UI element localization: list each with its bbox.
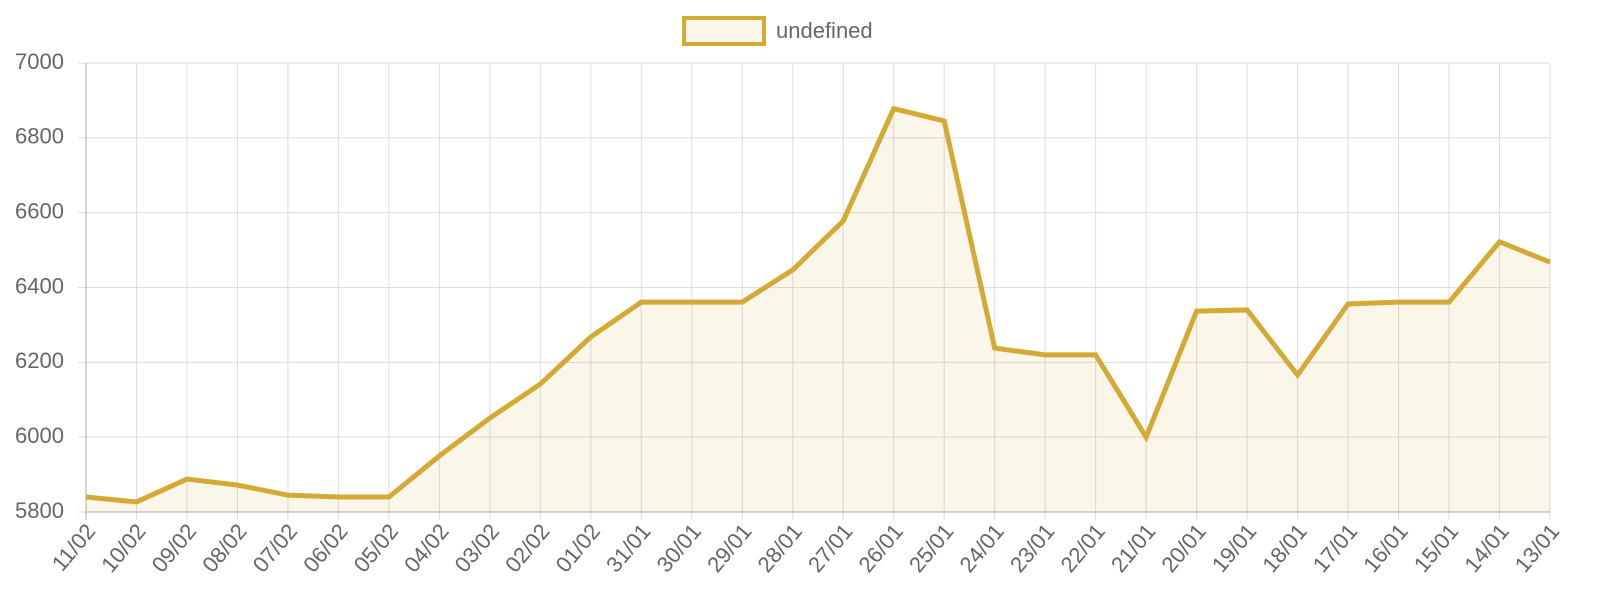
x-tick-label: 08/02 xyxy=(197,519,252,577)
y-tick-label: 6000 xyxy=(15,423,64,448)
y-tick-label: 6800 xyxy=(15,124,64,149)
x-tick-label: 05/02 xyxy=(349,519,404,577)
y-tick-label: 6200 xyxy=(15,348,64,373)
x-tick-label: 22/01 xyxy=(1055,519,1110,577)
x-tick-label: 30/01 xyxy=(652,519,707,577)
x-tick-label: 28/01 xyxy=(752,519,807,577)
x-tick-label: 17/01 xyxy=(1308,519,1363,577)
x-tick-label: 24/01 xyxy=(954,519,1009,577)
x-tick-label: 25/01 xyxy=(904,519,959,577)
y-tick-label: 6600 xyxy=(15,198,64,223)
legend-swatch xyxy=(682,16,766,46)
x-tick-label: 29/01 xyxy=(702,519,757,577)
x-tick-label: 20/01 xyxy=(1156,519,1211,577)
x-tick-label: 11/02 xyxy=(47,519,100,576)
y-tick-label: 5800 xyxy=(15,498,64,523)
x-tick-label: 13/01 xyxy=(1510,519,1565,577)
x-tick-label: 09/02 xyxy=(147,519,202,577)
x-tick-label: 06/02 xyxy=(298,519,353,577)
y-tick-label: 6400 xyxy=(15,273,64,298)
y-tick-label: 7000 xyxy=(15,49,64,74)
x-tick-label: 02/02 xyxy=(500,519,555,577)
x-tick-label: 27/01 xyxy=(803,519,858,577)
x-tick-label: 31/01 xyxy=(601,519,656,577)
x-tick-label: 07/02 xyxy=(248,519,303,577)
x-tick-label: 16/01 xyxy=(1358,519,1413,577)
x-tick-label: 14/01 xyxy=(1459,519,1514,577)
x-tick-label: 15/01 xyxy=(1409,519,1464,577)
x-tick-label: 23/01 xyxy=(1005,519,1060,577)
line-area xyxy=(86,108,1550,513)
legend-label: undefined xyxy=(776,18,873,43)
x-tick-label: 01/02 xyxy=(551,519,606,577)
x-tick-label: 04/02 xyxy=(399,519,454,577)
x-tick-label: 03/02 xyxy=(450,519,505,577)
line xyxy=(85,105,1551,505)
x-tick-label: 10/02 xyxy=(96,519,151,577)
x-tick-label: 18/01 xyxy=(1257,519,1312,577)
x-tick-label: 26/01 xyxy=(853,519,908,577)
x-tick-label: 19/01 xyxy=(1207,519,1262,577)
x-tick-label: 21/01 xyxy=(1106,519,1161,577)
